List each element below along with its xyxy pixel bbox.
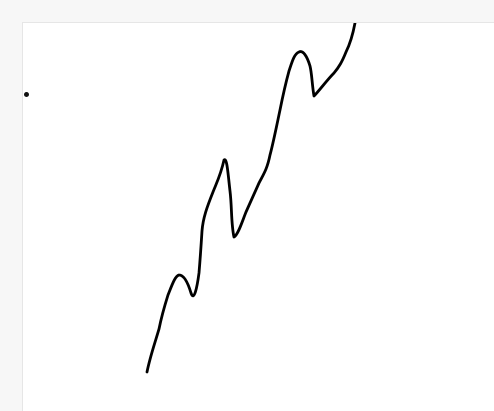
top-gutter (0, 0, 494, 22)
cursor-dot-icon (24, 92, 29, 97)
left-gutter (0, 0, 22, 411)
pen-stroke-icon (145, 23, 357, 374)
drawing-canvas[interactable] (22, 22, 494, 411)
freehand-stroke-icon (145, 23, 357, 374)
